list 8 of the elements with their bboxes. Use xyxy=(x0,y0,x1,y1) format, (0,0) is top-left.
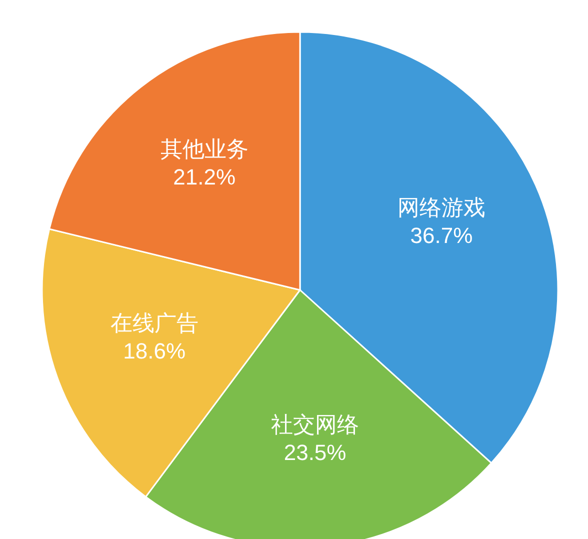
data-label: 36.7% xyxy=(410,223,473,248)
slice-label: 社交网络 xyxy=(271,412,360,438)
data-label: 23.5% xyxy=(284,440,346,466)
data-label: 18.6% xyxy=(123,338,186,364)
data-label: 21.2% xyxy=(173,164,236,190)
slice-label: 其他业务 xyxy=(160,136,248,162)
slice-label: 网络游戏 xyxy=(397,195,486,220)
slice-label: 在线广告 xyxy=(110,310,198,336)
